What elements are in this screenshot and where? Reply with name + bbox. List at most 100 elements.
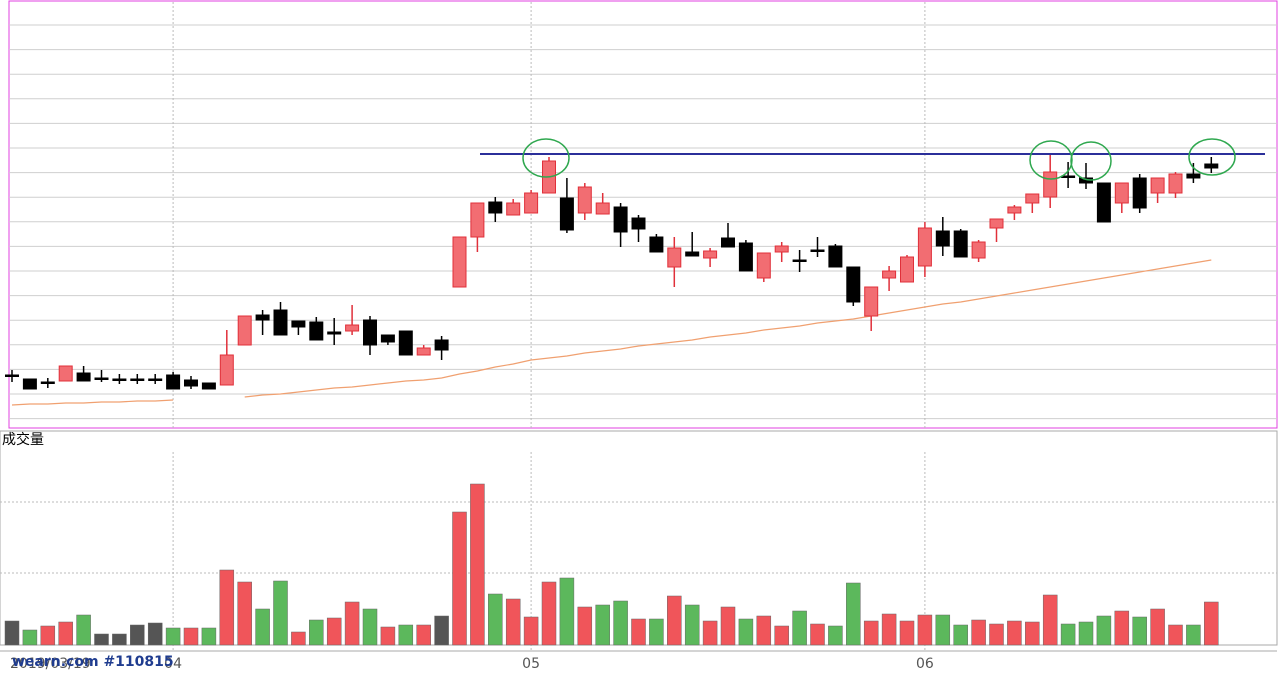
candle-body xyxy=(1096,182,1111,223)
candle-body xyxy=(810,249,825,252)
candle-body xyxy=(1025,193,1040,204)
volume-bar xyxy=(631,618,646,646)
volume-bar xyxy=(1204,601,1219,646)
volume-bar xyxy=(810,623,825,646)
volume-bar xyxy=(863,620,879,646)
candle-body xyxy=(971,241,986,259)
volume-bar xyxy=(1042,594,1058,646)
candle-body xyxy=(58,365,73,382)
candle-body xyxy=(255,314,270,321)
candle-body xyxy=(398,330,413,356)
circle xyxy=(1188,138,1236,176)
volume-bar xyxy=(720,606,736,646)
candle-body xyxy=(94,377,109,380)
volume-bar xyxy=(613,600,628,646)
volume-bar xyxy=(488,593,503,646)
volume-bar xyxy=(917,614,933,646)
candle-body xyxy=(792,259,807,262)
volume-bar xyxy=(1007,620,1022,646)
candle-body xyxy=(184,379,198,387)
candle-body xyxy=(470,202,485,238)
candle-body xyxy=(363,319,377,346)
x-tick-label: 2019/03/19 xyxy=(10,656,91,672)
candle-body xyxy=(1132,177,1147,209)
volume-bar xyxy=(219,569,235,646)
candle-body xyxy=(685,251,700,257)
volume-bar xyxy=(577,606,593,646)
volume-bar xyxy=(1096,615,1112,646)
candle-body xyxy=(577,186,592,214)
candle-body xyxy=(5,374,19,377)
candle-body xyxy=(309,321,324,341)
volume-bar xyxy=(828,625,843,646)
volume-bar xyxy=(505,598,521,646)
candle-body xyxy=(380,334,395,343)
volume-bar xyxy=(22,629,38,646)
candle-body xyxy=(667,247,682,268)
candle-body xyxy=(345,324,360,332)
candle-body xyxy=(1204,163,1219,169)
x-tick-label: 05 xyxy=(522,656,540,672)
volume-bar xyxy=(470,483,485,646)
candle-body xyxy=(1043,171,1058,198)
candle-body xyxy=(273,309,288,336)
candle-body xyxy=(201,382,216,390)
volume-bar xyxy=(846,582,861,646)
candle-body xyxy=(953,230,968,258)
grid xyxy=(0,2,1277,651)
x-tick-label: 06 xyxy=(916,656,934,672)
candle-body xyxy=(613,206,628,233)
volume-bar xyxy=(183,627,199,646)
price-panel xyxy=(8,0,1278,429)
x-tick-label: 04 xyxy=(164,656,182,672)
candle-body xyxy=(434,339,449,351)
candle-body xyxy=(452,236,467,288)
volume-bar xyxy=(237,581,252,646)
watermark: wearn.com #110815 xyxy=(12,654,174,670)
candle-body xyxy=(828,245,843,268)
volume-bar xyxy=(76,614,91,646)
candle-body xyxy=(1168,173,1183,194)
volume-bar xyxy=(523,616,539,646)
candle-body xyxy=(1114,182,1129,204)
volume-bar xyxy=(1132,616,1147,646)
candle-body xyxy=(506,202,521,216)
volume-bar xyxy=(1060,623,1076,646)
volume-bar xyxy=(201,627,217,646)
volume-bar xyxy=(1025,621,1040,646)
volume-bar xyxy=(953,624,968,646)
volume-bar xyxy=(881,613,897,646)
candle-body xyxy=(148,378,163,381)
candle-body xyxy=(989,218,1004,229)
volume-bar xyxy=(147,622,163,646)
candle-body xyxy=(22,378,37,390)
candle-body xyxy=(935,230,950,247)
volume-bar xyxy=(291,631,306,646)
candle-body xyxy=(130,378,145,381)
circle xyxy=(1029,140,1073,180)
moving-average xyxy=(11,259,1212,406)
volume-bar xyxy=(1114,610,1130,646)
volume-bar xyxy=(1168,624,1183,646)
candle-body xyxy=(1150,177,1165,194)
volume-bar xyxy=(255,608,270,646)
volume-panel xyxy=(0,430,1278,646)
volume-bar xyxy=(935,614,951,646)
candle-body xyxy=(488,201,503,214)
volume-bar xyxy=(774,625,789,646)
volume-bar xyxy=(112,633,127,646)
candle-body xyxy=(631,217,646,230)
candle-body xyxy=(559,197,574,231)
volume-bar xyxy=(434,615,449,646)
volume-title: 成交量 xyxy=(2,431,44,448)
candle-body xyxy=(416,347,431,356)
candle-body xyxy=(595,202,610,215)
volume-bar xyxy=(1078,621,1094,646)
candle-body xyxy=(756,252,771,279)
volume-bar xyxy=(452,511,467,646)
candle-body xyxy=(1186,173,1201,179)
candle-body xyxy=(1061,175,1076,178)
volume-bar xyxy=(756,615,772,646)
volume-bar xyxy=(416,624,431,646)
